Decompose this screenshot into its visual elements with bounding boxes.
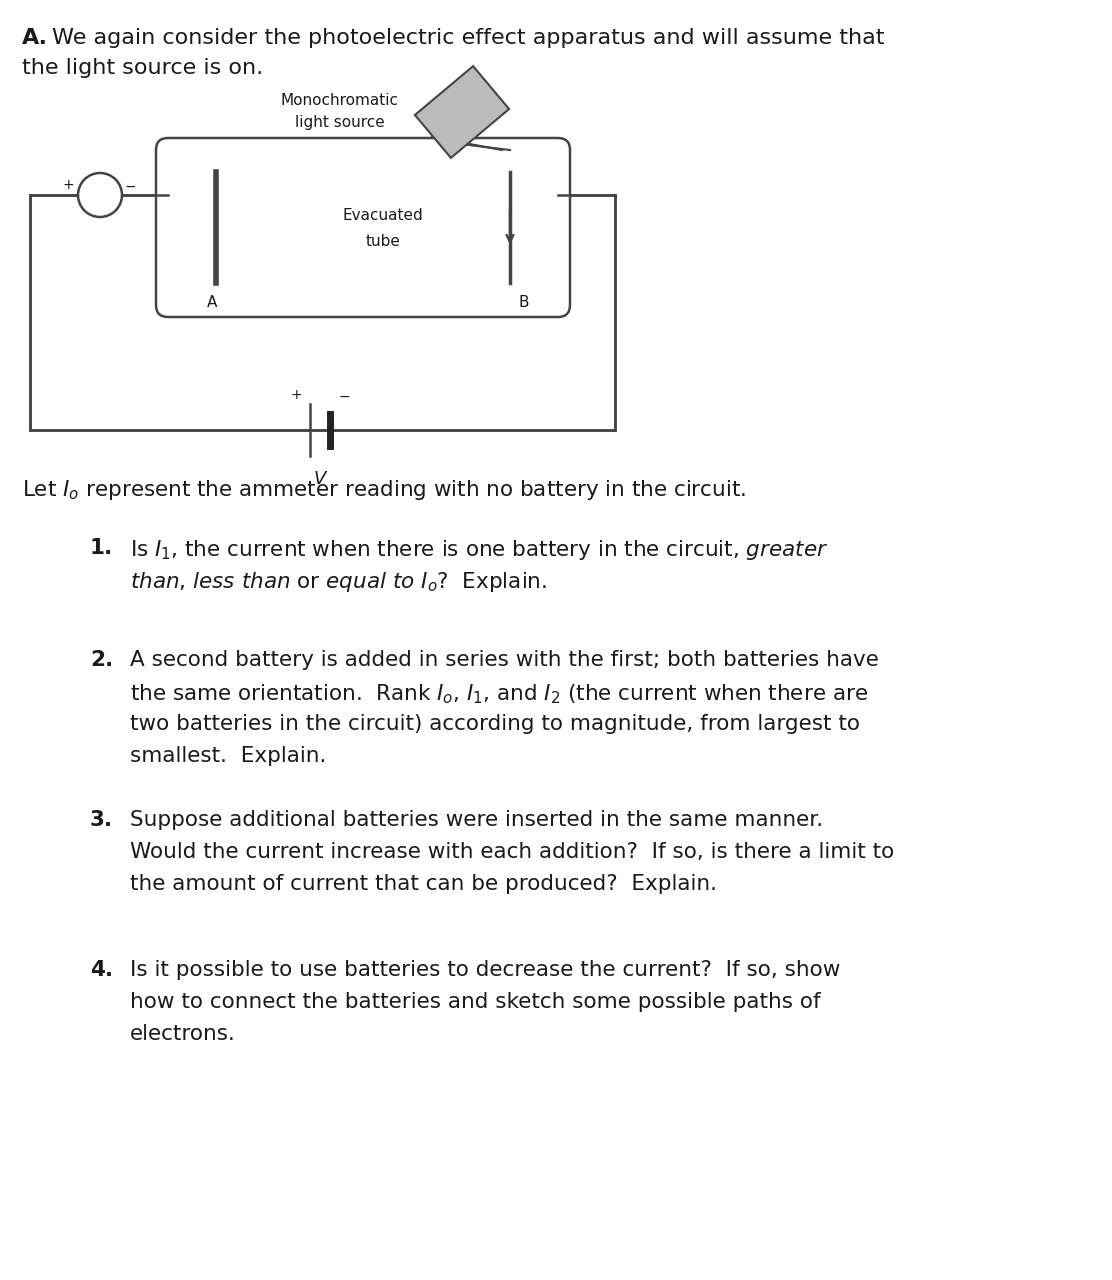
Text: electrons.: electrons. [130, 1024, 236, 1044]
Text: −: − [338, 390, 350, 404]
Text: A second battery is added in series with the first; both batteries have: A second battery is added in series with… [130, 650, 878, 669]
Text: V: V [314, 470, 326, 488]
Text: tube: tube [366, 234, 400, 250]
Text: Let $I_o$ represent the ammeter reading with no battery in the circuit.: Let $I_o$ represent the ammeter reading … [22, 477, 746, 502]
Text: the amount of current that can be produced?  Explain.: the amount of current that can be produc… [130, 874, 717, 893]
Text: 4.: 4. [90, 960, 113, 980]
Text: how to connect the batteries and sketch some possible paths of: how to connect the batteries and sketch … [130, 992, 821, 1012]
Text: Monochromatic: Monochromatic [281, 93, 399, 108]
Text: Is it possible to use batteries to decrease the current?  If so, show: Is it possible to use batteries to decre… [130, 960, 841, 980]
Text: smallest.  Explain.: smallest. Explain. [130, 746, 327, 765]
Text: the light source is on.: the light source is on. [22, 58, 264, 78]
Text: the same orientation.  Rank $I_o$, $I_1$, and $I_2$ (the current when there are: the same orientation. Rank $I_o$, $I_1$,… [130, 682, 868, 705]
Text: two batteries in the circuit) according to magnitude, from largest to: two batteries in the circuit) according … [130, 714, 860, 733]
Circle shape [78, 173, 122, 218]
Text: −: − [125, 180, 136, 195]
Text: +: + [62, 178, 73, 192]
Text: A: A [95, 188, 106, 206]
Text: +: + [290, 388, 301, 402]
Text: Would the current increase with each addition?  If so, is there a limit to: Would the current increase with each add… [130, 842, 894, 861]
Text: A: A [207, 294, 217, 310]
Text: light source: light source [295, 115, 385, 131]
Text: A.: A. [22, 28, 48, 47]
FancyBboxPatch shape [156, 138, 570, 317]
Polygon shape [415, 67, 509, 157]
Text: $\mathit{than}$, $\mathit{less\ than}$ or $\mathit{equal\ to}$ $I_o$?  Explain.: $\mathit{than}$, $\mathit{less\ than}$ o… [130, 570, 547, 594]
Text: Is $I_1$, the current when there is one battery in the circuit, $\mathit{greater: Is $I_1$, the current when there is one … [130, 538, 828, 562]
Text: 2.: 2. [90, 650, 113, 669]
Text: Evacuated: Evacuated [342, 207, 424, 223]
Text: We again consider the photoelectric effect apparatus and will assume that: We again consider the photoelectric effe… [52, 28, 884, 47]
Text: 3.: 3. [90, 810, 113, 829]
Text: 1.: 1. [90, 538, 113, 558]
Text: Suppose additional batteries were inserted in the same manner.: Suppose additional batteries were insert… [130, 810, 823, 829]
Text: B: B [518, 294, 528, 310]
